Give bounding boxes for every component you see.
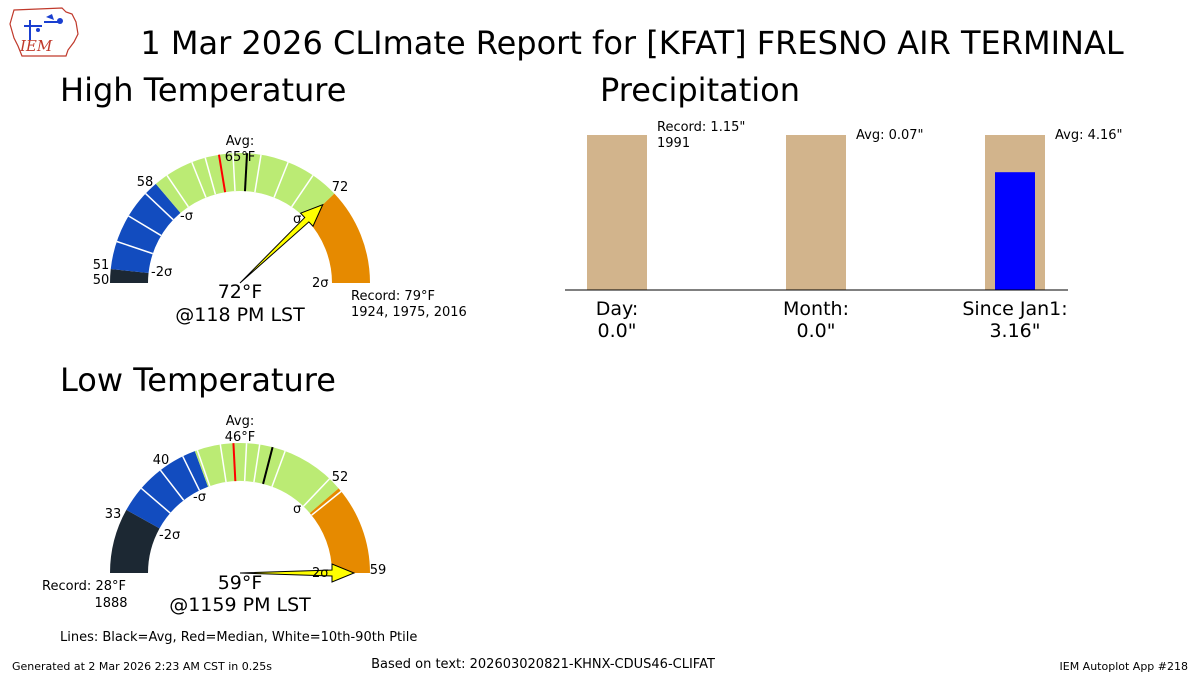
band-below-1sigma <box>110 183 181 274</box>
low-sigma-m2: -2σ <box>159 528 180 543</box>
low-observed-value: 59°F <box>218 572 263 594</box>
low-record-label: Record: 28°F <box>42 579 126 594</box>
precip-category-ytd: Since Jan1: <box>962 298 1067 320</box>
precip-annotation-month: Avg: 0.07" <box>856 128 924 143</box>
ptile-line <box>254 154 262 193</box>
precip-panel-title: Precipitation <box>600 71 800 109</box>
band-normal-high <box>244 153 335 220</box>
low-tick-52: 52 <box>332 470 349 485</box>
band-below-1sigma <box>126 451 209 529</box>
high-temp-panel-title: High Temperature <box>60 71 346 109</box>
high-observed-time: @118 PM LST <box>175 304 305 326</box>
low-tick-59: 59 <box>370 563 387 578</box>
footer-based-on: Based on text: 202603020821-KHNX-CDUS46-… <box>371 657 715 672</box>
median-line <box>217 154 227 193</box>
ptile-line <box>182 455 201 491</box>
ptile-line <box>145 193 174 221</box>
high-sigma-p1: σ <box>293 212 301 227</box>
ptile-line <box>302 478 331 507</box>
precip-value-ytd: 3.16" <box>989 320 1040 342</box>
band-below-2sigma <box>110 268 149 283</box>
precip-reference-bar <box>786 135 846 290</box>
low-observed-time: @1159 PM LST <box>169 594 311 616</box>
ptile-line <box>140 487 171 514</box>
high-avg-value: 65°F <box>225 150 256 165</box>
ptile-line <box>311 490 342 516</box>
band-above-1sigma <box>306 193 370 283</box>
precip-annotation-ytd: Avg: 4.16" <box>1055 128 1123 143</box>
ptile-line <box>159 469 185 501</box>
low-temp-panel-title: Low Temperature <box>60 361 336 399</box>
weather-vane-icon <box>24 14 63 40</box>
low-sigma-p1: σ <box>293 502 301 517</box>
low-sigma-m1: -σ <box>193 490 206 505</box>
high-tick-50: 50 <box>93 273 110 288</box>
low-avg-value: 46°F <box>225 430 256 445</box>
high-temp-needle <box>239 203 324 284</box>
band-normal-high <box>263 447 339 514</box>
low-record-years: 1888 <box>94 596 127 611</box>
footer-app: IEM Autoplot App #218 <box>1060 660 1189 673</box>
high-record-years: 1924, 1975, 2016 <box>351 305 467 320</box>
avg-line <box>243 153 249 192</box>
footer-generated: Generated at 2 Mar 2026 2:23 AM CST in 0… <box>12 660 272 673</box>
low-temp-needle <box>239 563 356 583</box>
ptile-line <box>273 161 289 198</box>
precip-category-day: Day: <box>596 298 639 320</box>
precip-reference-bar <box>587 135 647 290</box>
high-avg-label: Avg: <box>226 134 254 149</box>
ptile-line <box>191 161 207 198</box>
ptile-line <box>116 240 154 255</box>
logo-text: IEM <box>19 37 53 55</box>
low-temp-gauge: Avg: 46°F 40 33 52 59 -2σ -σ σ 2σ 59°F @… <box>42 414 386 616</box>
precip-chart: Day: 0.0" Month: 0.0" Since Jan1: 3.16" … <box>565 120 1123 342</box>
high-tick-58: 58 <box>137 175 154 190</box>
precip-value-day: 0.0" <box>598 320 637 342</box>
band-below-2sigma <box>110 509 160 573</box>
low-tick-33: 33 <box>105 507 122 522</box>
ptile-line <box>291 174 314 208</box>
band-normal-low <box>155 153 248 213</box>
ptile-line <box>219 444 227 483</box>
ptile-line <box>166 174 189 208</box>
high-tick-51: 51 <box>93 258 110 273</box>
ptile-line <box>232 153 236 192</box>
precip-annotation-day-line1: Record: 1.15" <box>657 120 745 135</box>
high-sigma-m2: -2σ <box>151 265 172 280</box>
ptile-line <box>204 157 217 195</box>
high-temp-gauge: Avg: 65°F 58 72 51 50 -2σ -σ σ 2σ 72°F @… <box>93 134 467 326</box>
ptile-line <box>253 444 261 483</box>
figure-title: 1 Mar 2026 CLImate Report for [KFAT] FRE… <box>140 24 1124 62</box>
low-sigma-p2: 2σ <box>312 566 329 581</box>
ptile-line <box>271 450 286 487</box>
legend-note: Lines: Black=Avg, Red=Median, White=10th… <box>60 630 417 645</box>
ptile-line <box>196 449 211 487</box>
ptile-line <box>243 443 248 482</box>
precip-category-month: Month: <box>783 298 849 320</box>
high-record-label: Record: 79°F <box>351 289 435 304</box>
low-tick-40: 40 <box>153 453 170 468</box>
high-tick-72: 72 <box>332 180 349 195</box>
ptile-line <box>128 215 162 237</box>
precip-value-month: 0.0" <box>797 320 836 342</box>
avg-line <box>262 446 274 485</box>
median-line <box>232 443 237 482</box>
precip-observed-bar <box>995 172 1035 290</box>
high-sigma-m1: -σ <box>180 209 193 224</box>
high-sigma-p2: 2σ <box>312 276 329 291</box>
precip-annotation-day-line2: 1991 <box>657 136 690 151</box>
iem-logo: IEM <box>9 7 79 57</box>
band-above-1sigma <box>309 488 370 573</box>
high-observed-value: 72°F <box>218 281 263 303</box>
low-avg-label: Avg: <box>226 414 254 429</box>
